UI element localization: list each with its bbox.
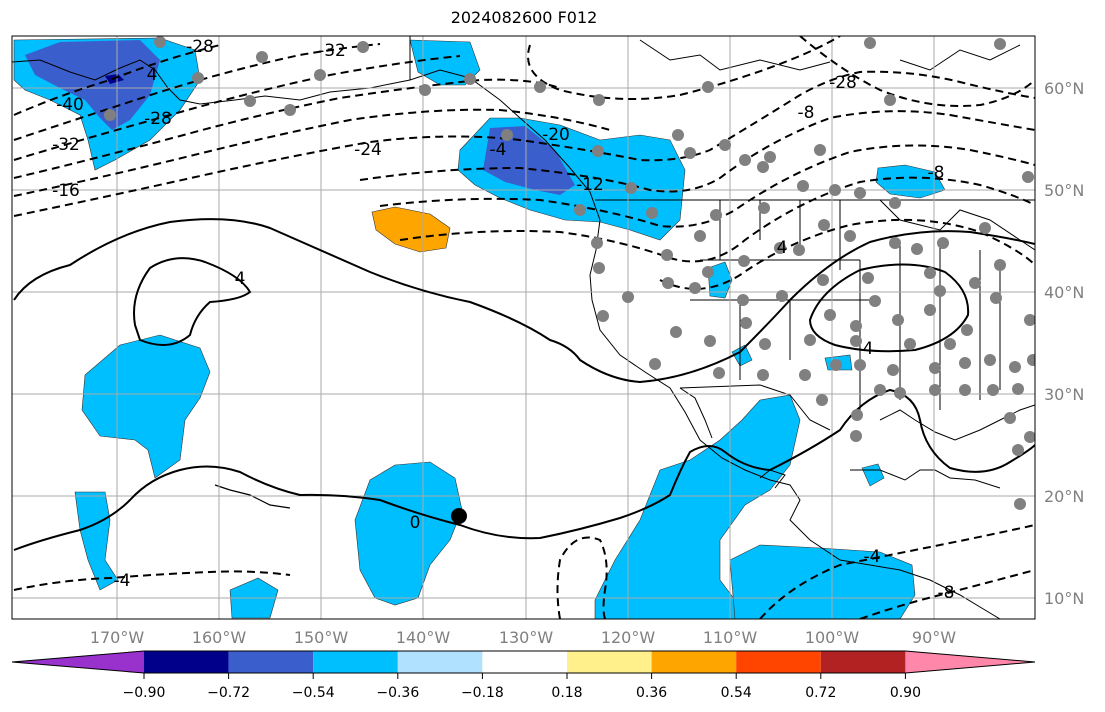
- contour-label: -4: [864, 547, 881, 567]
- fill-mexico-patch: [731, 344, 753, 367]
- contour-label: -32: [318, 41, 346, 61]
- colorbar-tick-label: −0.90: [123, 685, 166, 701]
- colorbar-tick-label: −0.72: [207, 685, 250, 701]
- contour-label: -8: [938, 583, 955, 603]
- contour-label: -28: [829, 73, 857, 93]
- lon-tick-label: 130°W: [499, 628, 554, 647]
- lon-tick-label: 150°W: [294, 628, 349, 647]
- fill-gulf-ak-mid: [483, 126, 575, 195]
- colorbar-segment: [820, 651, 906, 673]
- colorbar-segment: [313, 651, 398, 673]
- contour-label: -24: [354, 140, 382, 160]
- contour-label: -8: [928, 163, 945, 183]
- colorbar-tick-label: −0.36: [376, 685, 419, 701]
- contour-label: -16: [52, 181, 80, 201]
- station-markers: [104, 36, 1035, 510]
- colorbar-tick-label: −0.18: [461, 685, 504, 701]
- colorbar-extend-left: [12, 651, 144, 673]
- colorbar-segment: [567, 651, 652, 673]
- colorbar-extend-right: [905, 651, 1035, 673]
- lon-tick-label: 120°W: [601, 628, 656, 647]
- lon-tick-label: 140°W: [396, 628, 451, 647]
- contour-labels: -40 -32 -28 -24 -16 -32 -28 -20 4 4 0 4 …: [52, 37, 954, 603]
- contour-lines: [13, 36, 1035, 619]
- contour-label: -40: [56, 95, 84, 115]
- colorbar-tick-label: 0.72: [805, 685, 836, 701]
- lon-tick-label: 90°W: [912, 628, 956, 647]
- contour-label: 4: [147, 65, 158, 85]
- contour-label: -20: [542, 125, 570, 145]
- contour-label: -12: [576, 175, 604, 195]
- lon-tick-label: 170°W: [90, 628, 145, 647]
- storm-center-marker: [451, 508, 467, 524]
- lat-tick-label: 10°N: [1044, 589, 1084, 608]
- colorbar-segment: [228, 651, 314, 673]
- map-title: 2024082600 F012: [450, 8, 598, 27]
- colorbar-tick-label: 0.18: [551, 685, 582, 701]
- colorbar: −0.90 −0.72 −0.54 −0.36 −0.18 0.18 0.36 …: [11, 650, 1036, 701]
- colorbar-tick-label: 0.54: [721, 685, 752, 701]
- contour-label: 4: [777, 238, 788, 258]
- colorbar-segment: [736, 651, 821, 673]
- colorbar-segment: [144, 651, 229, 673]
- map-frame: [11, 35, 1036, 620]
- latitude-tick-labels: 60°N 50°N 40°N 30°N 20°N 10°N: [1044, 79, 1084, 608]
- contour-label: 4: [863, 339, 874, 359]
- contour-label: 0: [410, 513, 421, 533]
- contour-label: 4: [235, 269, 246, 289]
- lat-tick-label: 50°N: [1044, 181, 1084, 200]
- contour-label: -28: [186, 37, 214, 57]
- contour-label: -8: [798, 103, 815, 123]
- colorbar-segment: [482, 651, 567, 673]
- lat-tick-label: 20°N: [1044, 487, 1084, 506]
- colorbar-segment: [397, 651, 483, 673]
- contour-label: -28: [144, 109, 172, 129]
- contour-label: -32: [52, 135, 80, 155]
- lon-tick-label: 100°W: [805, 628, 860, 647]
- fill-southwest-patch: [707, 261, 733, 299]
- contour-label: -4: [490, 140, 507, 160]
- fill-central-pacific: [81, 334, 211, 479]
- colorbar-tick-label: 0.90: [890, 685, 921, 701]
- colorbar-segment: [651, 651, 737, 673]
- lon-tick-label: 110°W: [703, 628, 758, 647]
- lat-tick-label: 30°N: [1044, 385, 1084, 404]
- contour-label: -4: [114, 571, 131, 591]
- lat-tick-label: 40°N: [1044, 283, 1084, 302]
- fill-east-pacific-south: [729, 544, 916, 619]
- lon-tick-label: 160°W: [192, 628, 247, 647]
- colorbar-ticks: [143, 673, 906, 679]
- fill-orange: [371, 206, 451, 253]
- longitude-tick-labels: 170°W 160°W 150°W 140°W 130°W 120°W 110°…: [90, 628, 956, 647]
- colorbar-tick-label: −0.54: [292, 685, 335, 701]
- lat-tick-label: 60°N: [1044, 79, 1084, 98]
- colorbar-tick-label: 0.36: [636, 685, 667, 701]
